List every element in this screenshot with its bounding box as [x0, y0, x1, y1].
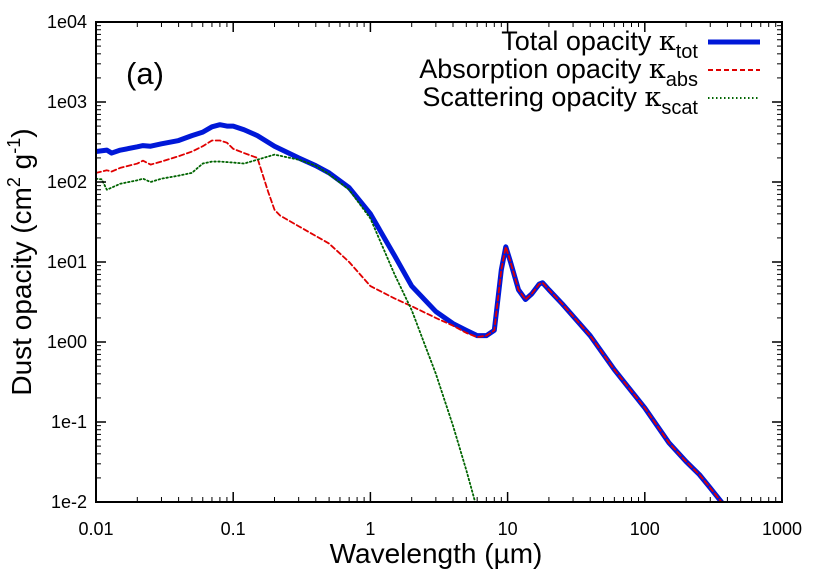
legend-label-scattering: Scattering opacity κscat [422, 82, 698, 119]
legend-scattering-subscript: scat [661, 97, 698, 119]
y-axis-title-suffix: ) [6, 128, 37, 137]
series-line-absorption [96, 139, 723, 502]
legend-scattering-prefix: Scattering opacity [422, 82, 644, 112]
x-axis-title-unit: µm [494, 538, 533, 569]
x-tick-label: 0.1 [221, 519, 246, 539]
tick-marks [95, 21, 783, 503]
y-tick-label: 1e-2 [51, 492, 87, 512]
legend-entry-scattering: Scattering opacity κscat [422, 82, 760, 119]
y-tick-label: 1e00 [47, 332, 87, 352]
y-axis-title: Dust opacity (cm2 g-1) [4, 128, 37, 395]
x-axis-title-prefix: Wavelength ( [330, 538, 495, 569]
y-tick-label: 1e04 [47, 12, 87, 32]
legend-entry-total: Total opacity κtot [501, 26, 760, 63]
x-tick-label: 100 [630, 519, 660, 539]
x-tick-label: 1000 [762, 519, 802, 539]
x-tick-label: 10 [498, 519, 518, 539]
tick-labels: 0.01 0.1 1 10 100 1000 1e-2 1e-1 1e00 1e01 1e02 1e0… [47, 12, 802, 539]
series-lines [96, 122, 725, 502]
legend: Total opacity κtot Absorption opacity κa… [419, 26, 760, 119]
panel-label: (a) [126, 56, 164, 91]
legend-label-absorption: Absorption opacity κabs [419, 54, 698, 91]
x-tick-label: 1 [365, 519, 375, 539]
y-tick-label: 1e01 [47, 252, 87, 272]
legend-absorption-subscript: abs [666, 69, 698, 91]
legend-entry-absorption: Absorption opacity κabs [419, 54, 760, 91]
legend-scattering-symbol: κ [644, 82, 661, 113]
y-tick-label: 1e02 [47, 172, 87, 192]
y-axis-title-main: Dust opacity (cm [6, 187, 37, 396]
x-axis-title: Wavelength (µm) [330, 538, 543, 569]
legend-absorption-symbol: κ [649, 54, 666, 85]
y-axis-title-sup1: 2 [4, 177, 24, 187]
y-tick-label: 1e-1 [51, 412, 87, 432]
legend-total-symbol: κ [659, 26, 676, 57]
y-axis-title-middle: g [6, 154, 37, 177]
x-axis-title-suffix: ) [533, 538, 542, 569]
legend-total-subscript: tot [676, 41, 699, 63]
y-tick-label: 1e03 [47, 92, 87, 112]
series-line-scattering [96, 153, 477, 502]
legend-absorption-prefix: Absorption opacity [419, 54, 649, 84]
y-axis-title-sup2: -1 [4, 138, 24, 154]
x-tick-label: 0.01 [78, 519, 113, 539]
legend-label-total: Total opacity κtot [501, 26, 698, 63]
legend-total-prefix: Total opacity [501, 26, 659, 56]
